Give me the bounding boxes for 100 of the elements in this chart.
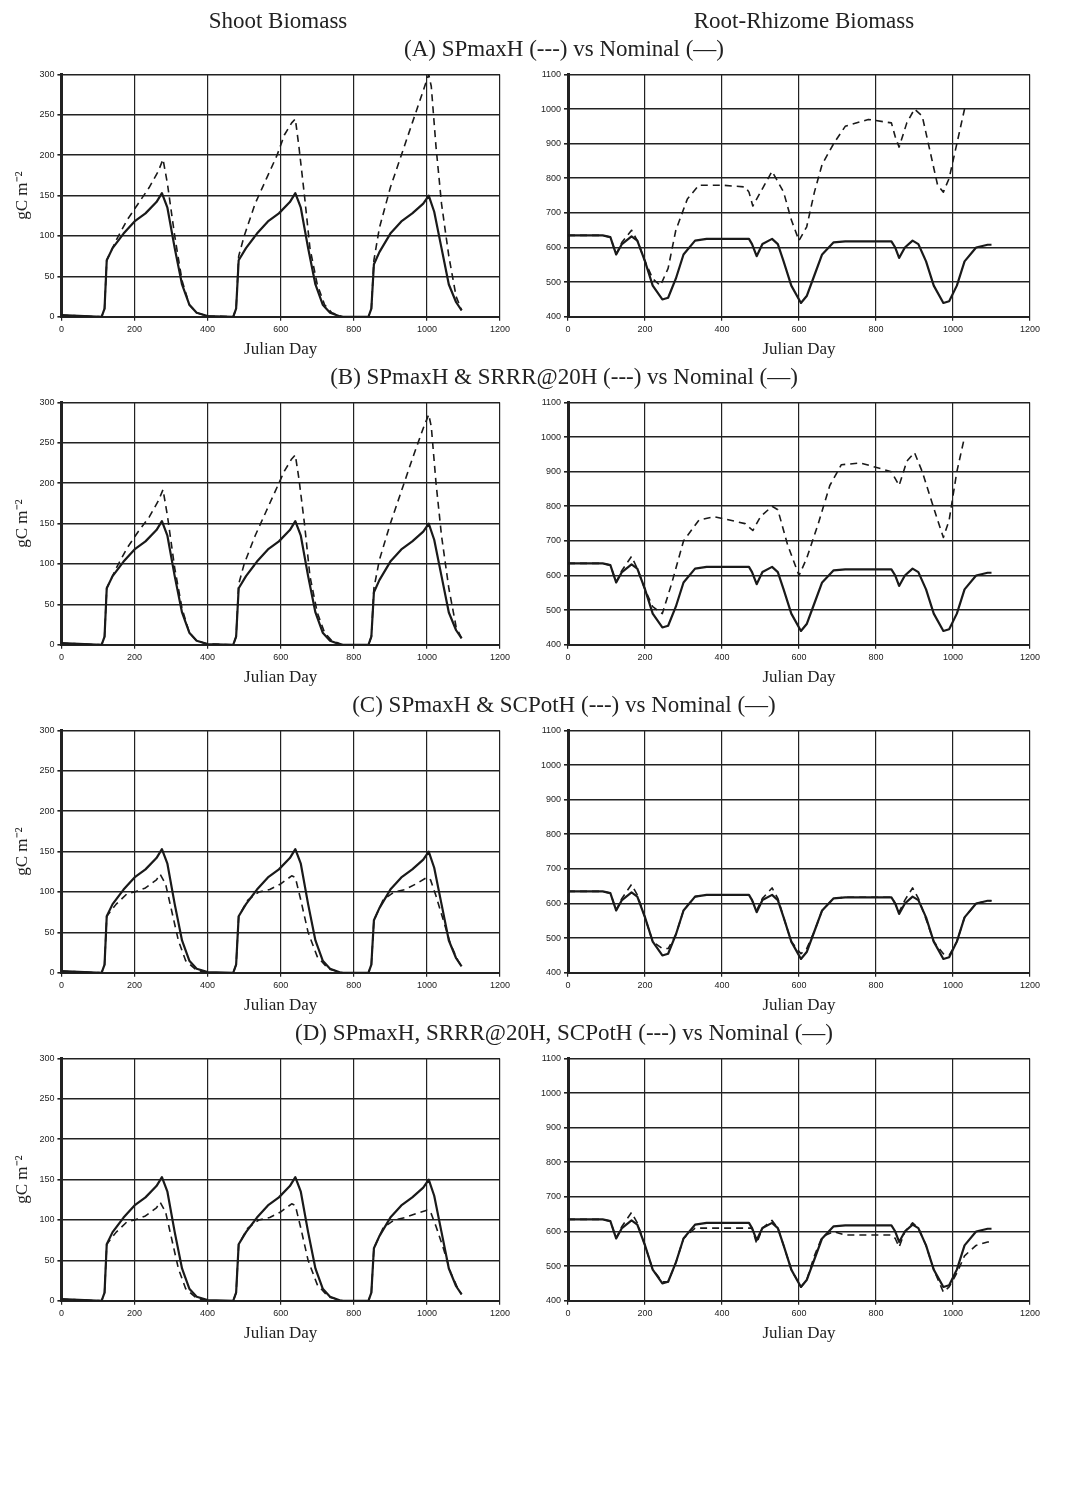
x-tick-label: 400	[714, 323, 730, 334]
x-tick-label: 400	[200, 651, 216, 662]
x-tick-label: 0	[58, 1307, 64, 1318]
x-tick-label: 1000	[942, 979, 964, 990]
y-tick-label: 250	[39, 765, 55, 776]
x-tick-label: 0	[565, 979, 571, 990]
x-tick-label: 1000	[942, 651, 964, 662]
x-tick-label: 400	[200, 1307, 216, 1318]
y-tick-label: 300	[39, 724, 55, 735]
x-tick-label: 1000	[416, 323, 437, 334]
x-tick-label: 1200	[489, 651, 511, 662]
x-tick-label: 600	[791, 323, 807, 334]
x-tick-label: 1200	[1019, 323, 1041, 334]
x-axis-title: Julian Day	[244, 339, 318, 359]
y-tick-label: 0	[49, 1295, 55, 1306]
y-tick-label: 600	[545, 898, 562, 909]
y-tick-label: 900	[545, 138, 562, 149]
x-tick-label: 800	[868, 323, 884, 334]
x-tick-label: 400	[714, 1307, 730, 1318]
chart-title: Shoot Biomass	[207, 8, 349, 34]
x-tick-label: 200	[637, 979, 653, 990]
y-tick-label: 500	[545, 604, 562, 615]
y-tick-label: 1100	[541, 1052, 562, 1063]
y-tick-label: 800	[545, 500, 562, 511]
x-tick-label: 200	[637, 651, 653, 662]
x-axis-title: Julian Day	[762, 339, 837, 359]
y-tick-label: 200	[39, 1133, 55, 1144]
y-tick-label: 0	[49, 311, 55, 322]
y-axis-title: gC m⁻²	[11, 827, 31, 876]
x-tick-label: 200	[127, 323, 143, 334]
y-tick-label: 50	[44, 598, 55, 609]
x-axis-title: Julian Day	[762, 995, 837, 1015]
y-tick-label: 100	[39, 1214, 55, 1225]
y-tick-label: 500	[545, 276, 562, 287]
text: (A) SPmaxH (---) vs Nominal (—)	[403, 36, 725, 62]
y-tick-label: 50	[44, 270, 55, 281]
y-tick-label: 900	[545, 1122, 562, 1133]
y-axis-title: gC m⁻²	[11, 499, 31, 548]
x-tick-label: 400	[200, 979, 216, 990]
y-tick-label: 900	[545, 466, 562, 477]
y-tick-label: 200	[39, 805, 55, 816]
x-tick-label: 800	[346, 1307, 362, 1318]
y-tick-label: 900	[545, 794, 562, 805]
x-tick-label: 600	[273, 979, 289, 990]
y-tick-label: 300	[39, 396, 55, 407]
x-tick-label: 600	[273, 1307, 289, 1318]
y-tick-label: 300	[39, 1052, 55, 1063]
x-axis-title: Julian Day	[762, 667, 837, 687]
x-tick-label: 600	[791, 979, 807, 990]
x-tick-label: 1200	[489, 323, 511, 334]
y-tick-label: 500	[545, 932, 562, 943]
y-tick-label: 1000	[540, 759, 562, 770]
y-tick-label: 250	[39, 109, 55, 120]
x-tick-label: 800	[868, 1307, 884, 1318]
x-tick-label: 200	[637, 323, 653, 334]
y-tick-label: 200	[39, 477, 55, 488]
y-tick-label: 800	[545, 1156, 562, 1167]
x-tick-label: 200	[127, 651, 143, 662]
y-tick-label: 400	[545, 311, 562, 322]
y-tick-label: 250	[39, 437, 55, 448]
y-tick-label: 600	[545, 1226, 562, 1237]
y-tick-label: 400	[545, 1295, 562, 1306]
y-tick-label: 50	[44, 926, 55, 937]
y-tick-label: 700	[545, 535, 562, 546]
x-axis-title: Julian Day	[244, 1323, 318, 1343]
text: (C) SPmaxH & SCPotH (---) vs Nominal (—)	[351, 692, 777, 718]
x-tick-label: 200	[637, 1307, 653, 1318]
y-tick-label: 1000	[540, 1087, 562, 1098]
y-tick-label: 1000	[540, 431, 562, 442]
y-tick-label: 100	[39, 230, 55, 241]
y-tick-label: 150	[39, 190, 55, 201]
x-tick-label: 600	[791, 1307, 807, 1318]
x-tick-label: 800	[346, 651, 362, 662]
x-tick-label: 200	[127, 979, 143, 990]
x-tick-label: 0	[565, 651, 571, 662]
y-tick-label: 400	[545, 967, 562, 978]
y-tick-label: 1100	[541, 396, 562, 407]
x-tick-label: 1200	[1019, 979, 1041, 990]
x-tick-label: 1000	[416, 651, 437, 662]
x-tick-label: 1200	[489, 1307, 511, 1318]
x-tick-label: 1200	[1019, 1307, 1041, 1318]
x-tick-label: 400	[714, 651, 730, 662]
x-tick-label: 1000	[942, 323, 964, 334]
x-axis-title: Julian Day	[762, 1323, 837, 1343]
x-axis-title: Julian Day	[244, 667, 318, 687]
y-axis-title: gC m⁻²	[11, 1155, 31, 1204]
y-tick-label: 1100	[541, 68, 562, 79]
y-tick-label: 200	[39, 149, 55, 160]
x-tick-label: 600	[791, 651, 807, 662]
y-tick-label: 400	[545, 639, 562, 650]
x-tick-label: 400	[714, 979, 730, 990]
x-tick-label: 1000	[416, 979, 437, 990]
y-tick-label: 50	[44, 1254, 55, 1265]
y-tick-label: 100	[39, 558, 55, 569]
x-tick-label: 800	[346, 323, 362, 334]
x-tick-label: 800	[868, 979, 884, 990]
y-tick-label: 500	[545, 1260, 562, 1271]
y-tick-label: 700	[545, 863, 562, 874]
y-tick-label: 1100	[541, 724, 562, 735]
y-tick-label: 800	[545, 172, 562, 183]
